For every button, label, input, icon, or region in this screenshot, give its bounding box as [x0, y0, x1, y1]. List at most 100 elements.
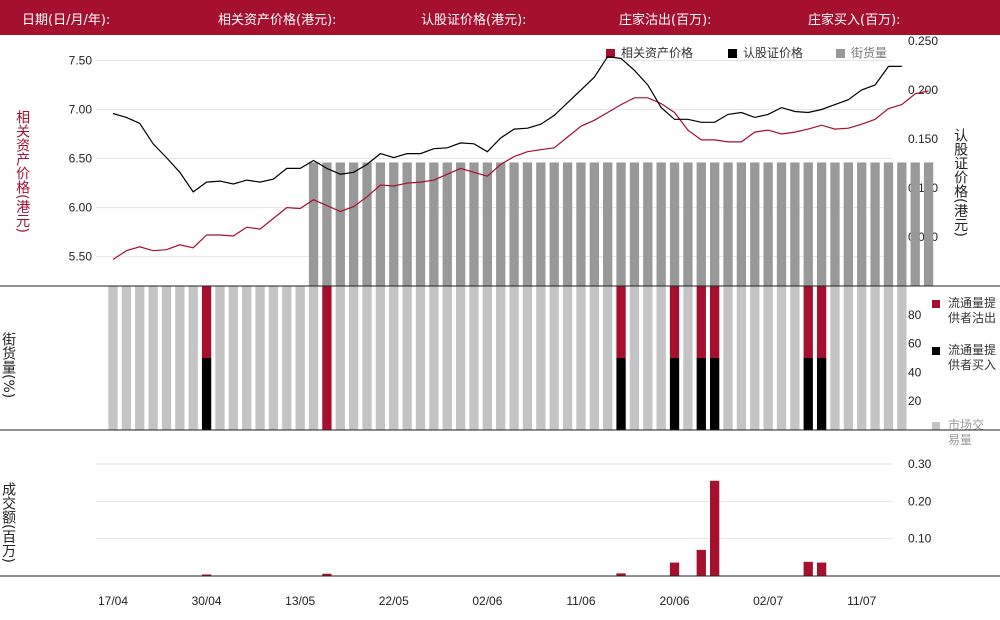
market-volume-bar	[429, 286, 439, 430]
header-bar: 日期(日/月/年): 相关资产价格(港元): 认股证价格(港元): 庄家沽出(百…	[0, 0, 1000, 35]
market-volume-bar	[389, 286, 399, 430]
legend-buy-text: 流通量提供者买入	[948, 343, 997, 372]
outstanding-bar	[496, 162, 506, 286]
provider-sell-bar	[322, 286, 332, 430]
outstanding-bar	[415, 162, 426, 286]
outstanding-bar	[509, 162, 519, 286]
turnover-tick-label: 0.10	[908, 532, 932, 546]
market-volume-bar	[335, 286, 345, 430]
outstanding-bar	[589, 162, 599, 286]
market-volume-bar	[362, 286, 372, 430]
provider-sell-bar	[201, 286, 212, 358]
provider-buy-bar	[201, 358, 212, 430]
provider-buy-bar	[710, 358, 720, 430]
market-volume-bar	[870, 286, 880, 430]
outstanding-tick-label: 40	[908, 365, 922, 379]
left-tick-label: 6.50	[69, 152, 93, 166]
x-tick-label: 20/06	[660, 594, 690, 608]
market-volume-bar	[175, 286, 185, 430]
outstanding-bar	[616, 162, 626, 286]
left-axis-title-price: 相关资产价格(港元)	[14, 110, 31, 233]
x-tick-label: 13/05	[285, 594, 315, 608]
market-volume-bar	[683, 286, 693, 430]
market-volume-bar	[268, 286, 279, 430]
legend-warrant-swatch	[728, 49, 737, 58]
market-volume-bar	[255, 286, 265, 430]
outstanding-bar	[883, 162, 894, 286]
warrant-price-label: 认股证价格(港元):	[421, 13, 527, 28]
market-volume-bar	[402, 286, 412, 430]
provider-sell-bar	[816, 286, 827, 358]
x-tick-label: 02/06	[472, 594, 502, 608]
turnover-bar	[201, 574, 212, 576]
turnover-bar	[616, 573, 626, 576]
outstanding-bar	[736, 162, 747, 286]
market-volume-bar	[148, 286, 158, 430]
outstanding-bar	[375, 162, 386, 286]
market-volume-bar	[750, 286, 760, 430]
x-tick-label: 30/04	[192, 594, 222, 608]
provider-buy-bar	[669, 358, 680, 430]
outstanding-bar	[830, 162, 840, 286]
market-volume-bar	[242, 286, 252, 430]
asset-price-line	[112, 90, 929, 261]
legend-market-swatch	[932, 422, 940, 430]
legend-outstanding-swatch	[836, 49, 845, 58]
right-tick-label: 0.200	[908, 83, 938, 97]
legend-asset-swatch	[606, 49, 615, 58]
outstanding-bar	[710, 162, 720, 286]
outstanding-bar	[362, 162, 372, 286]
outstanding-bar	[522, 162, 533, 286]
market-volume-bar	[736, 286, 747, 430]
legend-buy-swatch	[932, 347, 940, 355]
legend-sell-text: 流通量提供者沽出	[948, 296, 997, 325]
left-axis-title-turnover: 成交额(百万)	[0, 482, 17, 563]
left-tick-label: 5.50	[69, 250, 93, 264]
outstanding-bar	[469, 162, 479, 286]
provider-sell-label: 庄家沽出(百万):	[619, 13, 712, 28]
market-volume-bar	[656, 286, 666, 430]
outstanding-tick-label: 60	[908, 337, 922, 351]
outstanding-bar	[603, 162, 613, 286]
turnover-bar	[696, 549, 706, 576]
market-volume-bar	[776, 286, 787, 430]
outstanding-bar	[897, 162, 907, 286]
outstanding-bar	[549, 162, 559, 286]
outstanding-tick-label: 80	[908, 308, 922, 322]
turnover-tick-label: 0.30	[908, 457, 932, 471]
market-volume-bar	[589, 286, 599, 430]
outstanding-bar	[803, 162, 813, 286]
market-volume-bar	[536, 286, 546, 430]
turnover-bar	[803, 561, 813, 576]
outstanding-bar	[816, 162, 827, 286]
warrant-price-line	[112, 55, 902, 193]
outstanding-bar	[389, 162, 399, 286]
outstanding-bar	[643, 162, 653, 286]
outstanding-bar	[669, 162, 680, 286]
turnover-tick-label: 0.20	[908, 494, 932, 508]
outstanding-bar	[923, 162, 934, 286]
provider-sell-bar	[803, 286, 813, 358]
left-axis-title-outstanding: 街货量(%)	[0, 332, 17, 399]
provider-sell-bar	[710, 286, 720, 358]
market-volume-bar	[897, 286, 907, 430]
market-volume-bar	[522, 286, 533, 430]
legend-sell-swatch	[932, 300, 940, 308]
outstanding-bar	[790, 162, 800, 286]
left-tick-label: 7.00	[69, 103, 93, 117]
market-volume-bar	[121, 286, 132, 430]
date-label: 日期(日/月/年):	[22, 13, 111, 28]
market-volume-bar	[830, 286, 840, 430]
market-volume-bar	[375, 286, 386, 430]
market-volume-bar	[455, 286, 466, 430]
provider-buy-label: 庄家买入(百万):	[808, 13, 901, 28]
asset-price-label: 相关资产价格(港元):	[218, 13, 337, 28]
right-tick-label: 0.150	[908, 132, 938, 146]
turnover-bar	[669, 562, 680, 576]
market-volume-bar	[883, 286, 894, 430]
left-tick-label: 6.00	[69, 201, 93, 215]
outstanding-bar	[349, 162, 359, 286]
outstanding-bar	[536, 162, 546, 286]
market-volume-bar	[415, 286, 426, 430]
